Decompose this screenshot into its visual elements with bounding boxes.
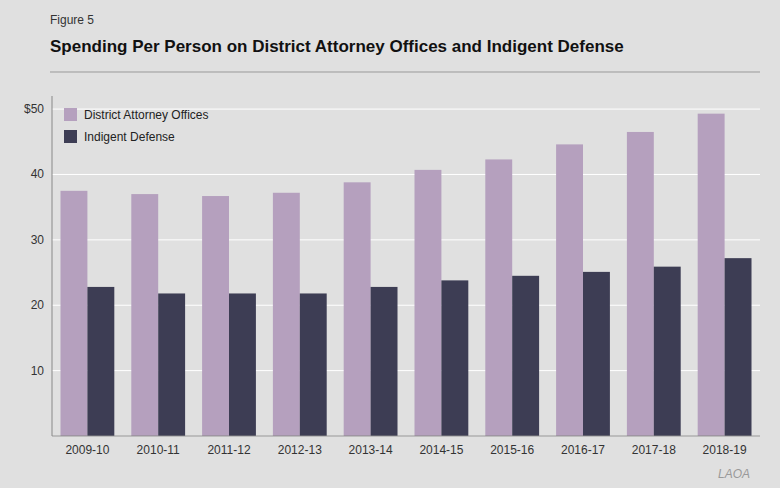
x-tick-label: 2018-19 [703,443,747,457]
bars [60,114,751,436]
background [0,0,780,488]
bar [698,114,725,436]
bar [87,287,114,436]
x-tick-label: 2011-12 [207,443,250,457]
bar [583,272,610,436]
bar [654,267,681,436]
bar [512,276,539,436]
x-tick-label: 2010-11 [137,443,180,457]
x-tick-label: 2016-17 [561,443,605,457]
bar [300,293,327,436]
bar [725,258,752,436]
legend-label: Indigent Defense [84,130,175,144]
x-tick-label: 2017-18 [632,443,676,457]
x-tick-label: 2015-16 [490,443,534,457]
y-tick-label: 10 [31,364,45,378]
bar [556,144,583,436]
x-tick-label: 2009-10 [65,443,109,457]
grid-line [52,436,760,437]
title: Spending Per Person on District Attorney… [50,37,624,56]
bar [344,182,371,436]
watermark: LAOA [718,467,750,481]
figure-label: Figure 5 [50,13,94,27]
title-rule [50,72,760,73]
bar [414,170,441,436]
x-tick-label: 2014-15 [419,443,463,457]
legend-swatch [64,108,77,121]
bar [441,280,468,436]
bar [202,196,229,436]
bar [371,287,398,436]
y-tick-label: $50 [24,102,44,116]
x-axis-line [52,436,760,437]
x-tick-label: 2013-14 [349,443,393,457]
legend-swatch [64,130,77,143]
y-tick-label: 40 [31,167,45,181]
x-tick-label: 2012-13 [278,443,322,457]
legend: District Attorney Offices Indigent Defens… [64,108,208,144]
bar [273,193,300,436]
bar [627,132,654,436]
chart: Figure 5 Spending Per Person on District … [0,0,780,488]
y-axis-line [52,96,53,436]
bar [229,293,256,436]
legend-label: District Attorney Offices [84,108,208,122]
bar [158,293,185,436]
y-tick-label: 20 [31,298,45,312]
bar [485,159,512,436]
bar [131,194,158,436]
y-tick-label: 30 [31,233,45,247]
bar [60,191,87,436]
